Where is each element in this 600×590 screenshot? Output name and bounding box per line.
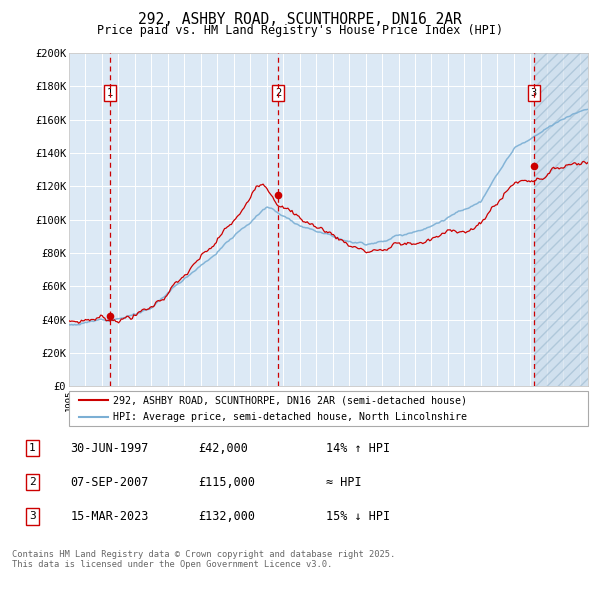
Text: 2: 2 (29, 477, 36, 487)
Text: 292, ASHBY ROAD, SCUNTHORPE, DN16 2AR (semi-detached house): 292, ASHBY ROAD, SCUNTHORPE, DN16 2AR (s… (113, 395, 467, 405)
Text: 15% ↓ HPI: 15% ↓ HPI (326, 510, 391, 523)
Text: 30-JUN-1997: 30-JUN-1997 (70, 442, 149, 455)
Text: 07-SEP-2007: 07-SEP-2007 (70, 476, 149, 489)
Bar (534, 53, 588, 386)
Text: HPI: Average price, semi-detached house, North Lincolnshire: HPI: Average price, semi-detached house,… (113, 412, 467, 422)
Text: £42,000: £42,000 (198, 442, 248, 455)
Text: 15-MAR-2023: 15-MAR-2023 (70, 510, 149, 523)
Text: 1: 1 (107, 88, 113, 98)
FancyBboxPatch shape (69, 391, 588, 426)
Text: £132,000: £132,000 (198, 510, 255, 523)
Text: 2: 2 (275, 88, 281, 98)
Text: 3: 3 (530, 88, 537, 98)
Text: 1: 1 (29, 443, 36, 453)
Text: 14% ↑ HPI: 14% ↑ HPI (326, 442, 391, 455)
Text: ≈ HPI: ≈ HPI (326, 476, 362, 489)
Text: Price paid vs. HM Land Registry's House Price Index (HPI): Price paid vs. HM Land Registry's House … (97, 24, 503, 37)
Text: Contains HM Land Registry data © Crown copyright and database right 2025.
This d: Contains HM Land Registry data © Crown c… (12, 550, 395, 569)
Text: 3: 3 (29, 512, 36, 522)
Text: £115,000: £115,000 (198, 476, 255, 489)
Text: 292, ASHBY ROAD, SCUNTHORPE, DN16 2AR: 292, ASHBY ROAD, SCUNTHORPE, DN16 2AR (138, 12, 462, 27)
